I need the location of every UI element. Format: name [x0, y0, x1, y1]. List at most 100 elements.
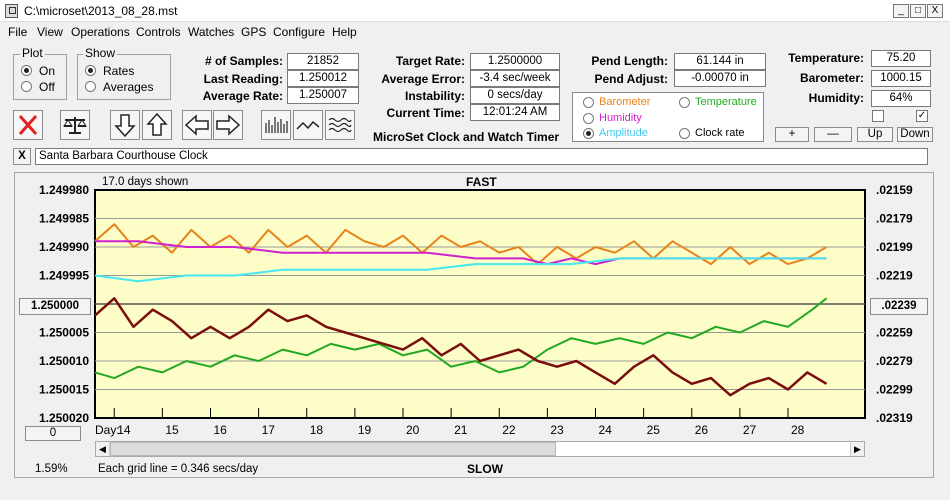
x-tick-label: 25: [647, 423, 661, 437]
plot-off-label: Off: [39, 80, 55, 94]
x-tick-label: 27: [743, 423, 757, 437]
overlay-humidity-radio[interactable]: [583, 113, 594, 124]
overlay-clock-rate-radio[interactable]: [679, 128, 690, 139]
zero-offset-button[interactable]: 0: [25, 426, 81, 441]
show-averages-radio[interactable]: [85, 81, 96, 92]
show-group-label: Show: [83, 46, 118, 60]
x-tick-label: 19: [358, 423, 372, 437]
maximize-button[interactable]: □: [910, 4, 926, 18]
close-button[interactable]: X: [927, 4, 943, 18]
zoom-in-button[interactable]: +: [775, 127, 809, 142]
instability-field: 0 secs/day: [470, 87, 560, 104]
scroll-left-arrow-icon[interactable]: ◀: [96, 442, 110, 456]
x-tick-label: 16: [214, 423, 228, 437]
series-line-temperature: [94, 297, 828, 380]
arrow-down-icon: [114, 114, 136, 138]
plot-on-radio[interactable]: [21, 65, 32, 76]
histogram-button[interactable]: [261, 110, 291, 140]
overlay-temperature-label: Temperature: [695, 96, 757, 108]
menu-file[interactable]: File: [8, 25, 28, 39]
y-left-tick-label: 1.250015: [39, 383, 89, 397]
show-rates-label: Rates: [103, 64, 135, 78]
clear-name-button[interactable]: X: [13, 148, 31, 165]
menu-configure[interactable]: Configure: [273, 25, 326, 39]
current-time-field: 12:01:24 AM: [470, 104, 560, 121]
menu-gps[interactable]: GPS: [241, 25, 267, 39]
clock-name-input[interactable]: Santa Barbara Courthouse Clock: [35, 148, 928, 165]
show-rates-radio[interactable]: [85, 65, 96, 76]
x-axis-prefix: Day:: [95, 423, 120, 437]
overlay-temperature-radio[interactable]: [679, 97, 690, 108]
wave-plot-button[interactable]: [325, 110, 355, 140]
menu-view[interactable]: View: [37, 25, 63, 39]
y-left-tick-label: 1.250010: [39, 354, 89, 368]
barometer-label: Barometer:: [799, 71, 864, 85]
humidity-field: 64%: [871, 90, 931, 107]
days-shown-label: 17.0 days shown: [102, 176, 189, 188]
temperature-label: Temperature:: [788, 51, 864, 65]
overlay-select-box: [572, 92, 764, 142]
scroll-up-button[interactable]: Up: [857, 127, 893, 142]
instability-label: Instability:: [404, 89, 465, 103]
minimize-button[interactable]: _: [893, 4, 909, 18]
clear-data-button[interactable]: [13, 110, 43, 140]
x-tick-label: 28: [791, 423, 805, 437]
overlay-amplitude-radio[interactable]: [583, 128, 594, 139]
plot-group-label: Plot: [20, 46, 45, 60]
scrollbar-thumb[interactable]: [110, 442, 556, 456]
y-left-tick-label: 1.249995: [39, 269, 89, 283]
humidity-label: Humidity:: [808, 91, 864, 105]
samples-field: 21852: [287, 53, 359, 70]
sensor-checkbox-right[interactable]: ✓: [916, 110, 928, 122]
pend-length-label: Pend Length:: [591, 54, 668, 68]
y-right-tick-label: .02259: [876, 326, 913, 340]
sensor-checkbox-left[interactable]: [872, 110, 884, 122]
grid-note-label: Each grid line = 0.346 secs/day: [98, 463, 259, 475]
target-rate-field[interactable]: 1.2500000: [470, 53, 560, 70]
scroll-down-button[interactable]: Down: [897, 127, 933, 142]
scroll-right-arrow-icon[interactable]: ▶: [850, 442, 864, 456]
line-plot-button[interactable]: [293, 110, 323, 140]
x-tick-label: 15: [165, 423, 179, 437]
current-time-label: Current Time:: [386, 106, 465, 120]
overlay-clock-rate-label: Clock rate: [695, 127, 745, 139]
move-right-button[interactable]: [213, 110, 243, 140]
overlay-barometer-radio[interactable]: [583, 97, 594, 108]
right-center-button[interactable]: .02239: [870, 298, 928, 315]
show-group: [77, 54, 171, 100]
calibrate-button[interactable]: [60, 110, 90, 140]
center-rate-button[interactable]: 1.250000: [19, 298, 91, 315]
app-name-label: MicroSet Clock and Watch Timer: [373, 130, 560, 144]
window-title: C:\microset\2013_08_28.mst: [24, 4, 178, 18]
x-tick-label: 14: [117, 423, 131, 437]
arrow-left-icon: [184, 114, 209, 136]
plot-off-radio[interactable]: [21, 81, 32, 92]
menu-watches[interactable]: Watches: [188, 25, 235, 39]
title-bar: [0, 0, 950, 22]
menu-controls[interactable]: Controls: [136, 25, 181, 39]
x-tick-label: 24: [599, 423, 613, 437]
x-tick-label: 26: [695, 423, 709, 437]
y-right-tick-label: .02279: [876, 354, 913, 368]
move-left-button[interactable]: [182, 110, 212, 140]
y-left-tick-label: 1.249985: [39, 212, 89, 226]
menu-help[interactable]: Help: [332, 25, 357, 39]
menu-operations[interactable]: Operations: [71, 25, 130, 39]
x-tick-label: 21: [454, 423, 468, 437]
line-graph-icon: [296, 120, 320, 130]
move-down-button[interactable]: [110, 110, 140, 140]
average-rate-field: 1.250007: [287, 87, 359, 104]
y-left-tick-label: 1.249990: [39, 240, 89, 254]
y-right-tick-label: .02219: [876, 269, 913, 283]
zoom-out-button[interactable]: —: [814, 127, 852, 142]
series-line-barometer: [94, 223, 828, 266]
overlay-humidity-label: Humidity: [599, 112, 642, 124]
move-up-button[interactable]: [142, 110, 172, 140]
y-right-tick-label: .02179: [876, 212, 913, 226]
target-rate-label: Target Rate:: [395, 54, 465, 68]
pend-length-field[interactable]: 61.144 in: [674, 53, 766, 70]
last-reading-field: 1.250012: [287, 70, 359, 87]
y-right-tick-label: .02299: [876, 383, 913, 397]
temperature-field: 75.20: [871, 50, 931, 67]
